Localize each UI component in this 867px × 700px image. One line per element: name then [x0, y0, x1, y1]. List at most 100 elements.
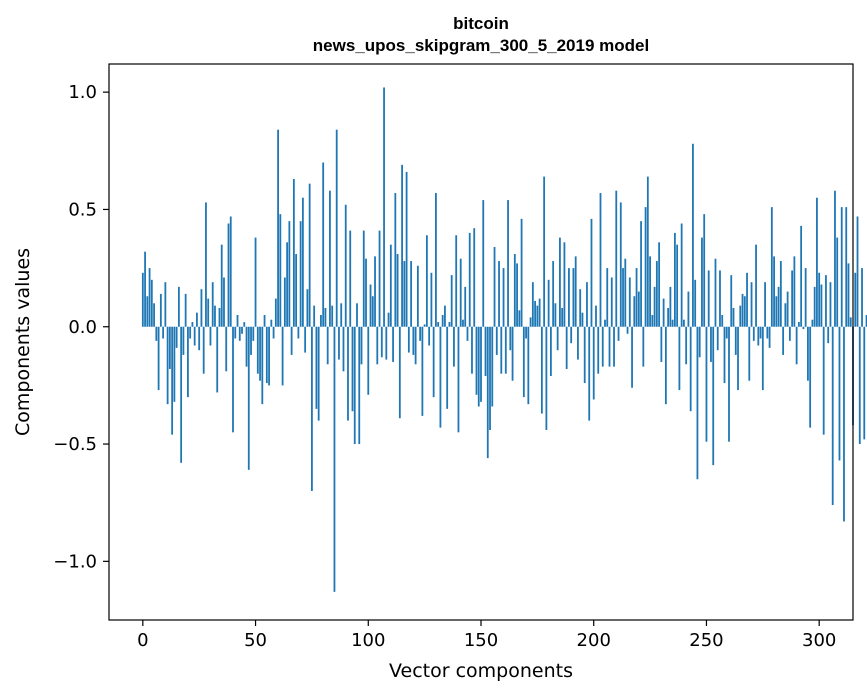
bar-119	[410, 261, 413, 327]
bar-169	[522, 326, 525, 398]
bar-194	[579, 289, 582, 327]
bar-220	[637, 291, 640, 327]
bar-136	[448, 322, 451, 327]
bar-197	[586, 282, 588, 327]
bar-289	[793, 256, 796, 327]
bar-283	[779, 261, 782, 327]
bar-242	[687, 291, 690, 327]
bar-27	[202, 326, 205, 374]
bar-23	[193, 326, 196, 346]
bar-21	[189, 326, 192, 339]
bar-304	[827, 326, 830, 344]
bar-273	[757, 326, 760, 346]
bar-77	[315, 326, 318, 409]
bar-265	[739, 305, 742, 327]
bar-288	[791, 270, 794, 327]
bar-15	[175, 326, 178, 348]
bar-103	[374, 256, 376, 327]
bar-93	[351, 326, 354, 412]
bar-282	[777, 286, 780, 327]
bar-188	[565, 326, 568, 369]
bar-253	[712, 326, 715, 466]
bar-207	[608, 326, 611, 367]
bar-164	[511, 326, 514, 381]
bar-46	[245, 326, 248, 367]
bar-130	[435, 193, 437, 327]
bar-251	[707, 270, 710, 327]
bar-100	[367, 326, 370, 395]
bar-14	[173, 326, 176, 402]
bar-256	[719, 270, 721, 327]
bar-290	[795, 326, 798, 365]
bar-270	[750, 282, 753, 327]
bar-308	[836, 237, 839, 327]
bar-159	[500, 326, 503, 374]
x-axis-label: Vector components	[389, 660, 573, 682]
bar-51	[256, 326, 259, 374]
bar-162	[507, 200, 509, 327]
bar-279	[770, 207, 773, 327]
bar-225	[649, 256, 651, 327]
y-tick-label: 0.5	[68, 199, 97, 220]
bar-171	[527, 326, 530, 405]
bar-87	[338, 326, 340, 360]
bar-78	[317, 326, 320, 421]
bar-121	[414, 326, 417, 365]
bar-269	[748, 326, 751, 381]
bar-285	[784, 303, 787, 327]
y-tick-label: −0.5	[53, 434, 97, 455]
bar-12	[168, 326, 171, 369]
bar-152	[484, 326, 487, 377]
bar-115	[401, 164, 403, 327]
y-tick-label: 0.0	[68, 317, 97, 338]
bar-243	[689, 326, 692, 412]
x-tick-label: 150	[464, 630, 498, 651]
bar-276	[764, 282, 766, 327]
bar-165	[513, 254, 516, 327]
bar-138	[453, 326, 455, 367]
bars-group	[141, 87, 867, 592]
bar-261	[730, 275, 733, 327]
bar-189	[568, 268, 570, 327]
bar-22	[191, 322, 194, 327]
x-tick-label: 100	[351, 630, 385, 651]
bar-42	[236, 315, 239, 327]
bar-3	[148, 268, 151, 327]
bar-219	[635, 268, 638, 327]
bar-98	[362, 230, 365, 327]
chart-subtitle: news_upos_skipgram_300_5_2019 model	[313, 36, 649, 55]
bar-212	[619, 202, 622, 327]
bar-316	[854, 272, 857, 327]
bar-211	[617, 326, 620, 341]
bar-154	[489, 326, 491, 430]
bar-201	[595, 305, 597, 327]
bar-179	[545, 326, 548, 430]
bar-13	[171, 326, 174, 435]
bar-40	[232, 326, 234, 433]
x-tick-label: 250	[689, 630, 723, 651]
x-tick-label: 300	[802, 630, 836, 651]
bar-17	[180, 326, 183, 463]
bar-210	[615, 190, 618, 327]
x-tick-label: 50	[244, 630, 267, 651]
bar-208	[610, 277, 613, 327]
bar-108	[385, 326, 388, 360]
bar-53	[261, 326, 264, 405]
bar-287	[788, 326, 791, 341]
bar-31	[211, 282, 214, 327]
bar-234	[669, 286, 672, 327]
x-tick-label: 0	[137, 630, 148, 651]
bar-160	[502, 268, 505, 327]
bar-309	[838, 326, 841, 461]
bar-299	[816, 197, 818, 327]
bar-311	[843, 326, 845, 522]
bar-68	[295, 254, 298, 327]
bar-16	[177, 286, 180, 327]
bar-224	[646, 176, 649, 327]
bar-258	[723, 326, 726, 384]
bar-65	[288, 221, 291, 327]
bar-312	[845, 207, 848, 327]
bar-198	[588, 326, 591, 421]
bar-36	[223, 277, 225, 327]
bar-237	[676, 244, 679, 327]
